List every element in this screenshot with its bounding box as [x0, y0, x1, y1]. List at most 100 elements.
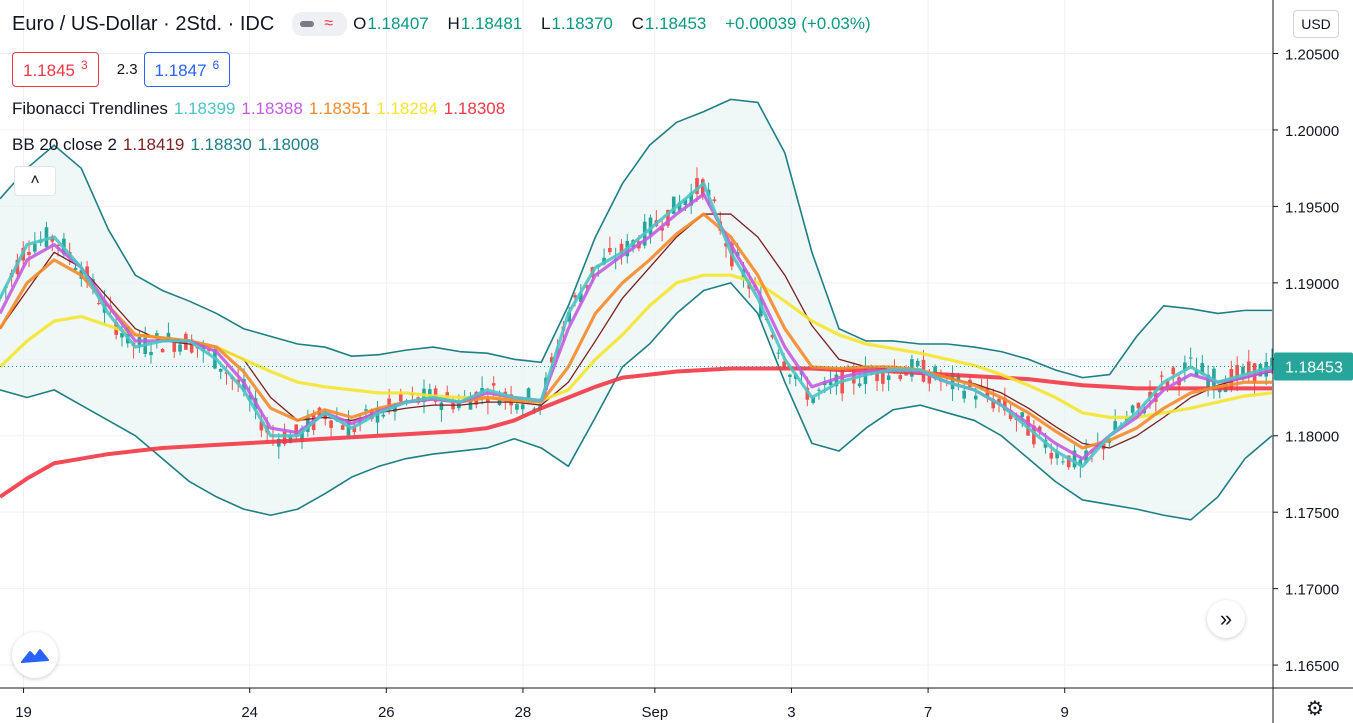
line-ema3	[0, 212, 1272, 450]
candle-body	[56, 245, 60, 247]
sell-button[interactable]: 1.1845 3	[12, 52, 99, 87]
currency-label: USD	[1301, 16, 1331, 32]
line-ema5	[0, 366, 1272, 499]
candle-body	[549, 357, 554, 363]
candle-body	[1072, 450, 1077, 468]
candle-body	[515, 404, 519, 410]
candle-body	[1136, 402, 1141, 409]
low-key: L	[540, 14, 551, 33]
change-value: +0.00039 (+0.03%)	[725, 14, 871, 33]
candle-body	[125, 326, 130, 344]
fibonacci-value-0: 1.18399	[173, 99, 236, 118]
y-tick-label: 1.20000	[1285, 123, 1339, 140]
candle-body	[73, 267, 78, 271]
candle-body	[788, 374, 792, 377]
line-ema2	[0, 192, 1273, 461]
candle-body	[1148, 391, 1152, 398]
candle-body	[881, 367, 885, 384]
candle-body	[491, 383, 496, 386]
candle-body	[1217, 388, 1222, 393]
candle-body	[398, 392, 403, 402]
high-value: 1.18481	[460, 14, 523, 33]
fibonacci-values: 1.18399 1.18388 1.18351 1.18284 1.18308	[174, 99, 511, 119]
candle-body	[1055, 450, 1059, 459]
spread-value: 2.3	[116, 60, 138, 78]
candle-body	[189, 339, 194, 353]
x-tick-label: 3	[787, 704, 795, 721]
candle-body	[160, 349, 165, 353]
candle-body	[44, 227, 49, 248]
last-price-label: 1.18453	[1285, 359, 1343, 376]
candle-body	[27, 251, 31, 256]
candle-body	[166, 332, 171, 341]
candle-body	[1206, 374, 1210, 389]
close-key: C	[631, 14, 644, 33]
wave-icon: ≈	[324, 15, 334, 32]
x-tick-label: 26	[378, 704, 395, 721]
candle-body	[724, 243, 728, 247]
ohlc-values: O1.18407 H1.18481 L1.18370 C1.18453 +0.0…	[353, 14, 879, 34]
x-tick-label: 19	[15, 704, 32, 721]
candle-body	[579, 293, 583, 302]
bollinger-legend[interactable]: BB 20 close 2 1.18419 1.18830 1.18008	[12, 135, 331, 155]
candle-body	[439, 402, 444, 410]
sell-price: 1.1845	[23, 60, 75, 80]
candle-body	[660, 227, 664, 231]
candle-body	[712, 199, 717, 202]
line-ema1	[0, 181, 1273, 468]
candle-body	[120, 333, 124, 338]
candle-body	[1212, 368, 1216, 388]
currency-button[interactable]: USD	[1293, 10, 1339, 38]
fibonacci-value-3: 1.18284	[376, 99, 438, 118]
candle-body	[178, 344, 182, 352]
candle-body	[567, 312, 572, 322]
candle-body	[526, 388, 531, 399]
candle-body	[776, 352, 781, 354]
candle-body	[689, 192, 693, 206]
fibonacci-value-1: 1.18388	[241, 99, 303, 118]
y-tick-label: 1.17000	[1285, 582, 1339, 599]
candle-body	[1188, 357, 1193, 359]
gear-icon: ⚙	[1306, 697, 1324, 720]
symbol-title[interactable]: Euro / US-Dollar · 2Std. · IDC	[12, 12, 275, 35]
candle-body	[1165, 381, 1170, 387]
candle-body	[973, 395, 978, 400]
candle-body	[666, 209, 670, 226]
scroll-to-realtime-button[interactable]: »	[1207, 600, 1245, 638]
fibonacci-value-2: 1.18351	[308, 99, 371, 118]
chart-style-toggle[interactable]: ≈	[292, 12, 348, 36]
candle-body	[1037, 426, 1042, 432]
collapse-legend-button[interactable]: ˄	[14, 166, 56, 196]
buy-price-pip: 6	[212, 58, 220, 72]
buy-button[interactable]: 1.1847 6	[143, 52, 231, 87]
candle-body	[898, 375, 903, 380]
y-tick-label: 1.19000	[1285, 276, 1339, 293]
y-tick-label: 1.20500	[1285, 47, 1339, 64]
candle-body	[608, 247, 612, 253]
x-tick-label: 24	[241, 704, 258, 721]
candle-body	[811, 397, 815, 403]
high-key: H	[447, 14, 460, 33]
y-tick-label: 1.18000	[1285, 429, 1339, 446]
candle-body	[950, 373, 955, 390]
candle-body	[1049, 452, 1054, 459]
candle-body	[857, 383, 862, 387]
candle-body	[1246, 361, 1251, 376]
fibonacci-legend[interactable]: Fibonacci Trendlines 1.18399 1.18388 1.183…	[12, 99, 517, 119]
candle-body	[834, 374, 839, 387]
candle-body	[962, 390, 966, 399]
y-tick-label: 1.17500	[1285, 505, 1339, 522]
candle-body	[1078, 459, 1083, 466]
chart-settings-button[interactable]: ⚙	[1302, 695, 1328, 721]
candle-body	[520, 404, 525, 410]
chevron-up-icon: ˄	[30, 172, 40, 189]
candle-body	[445, 392, 450, 398]
low-value: 1.18370	[551, 14, 613, 33]
candle-body	[817, 389, 821, 391]
x-tick-label: Sep	[641, 704, 668, 721]
tradingview-logo-button[interactable]	[12, 632, 58, 678]
bollinger-value-2: 1.18008	[257, 135, 320, 154]
candle-body	[1171, 367, 1176, 375]
y-tick-label: 1.16500	[1285, 658, 1339, 675]
